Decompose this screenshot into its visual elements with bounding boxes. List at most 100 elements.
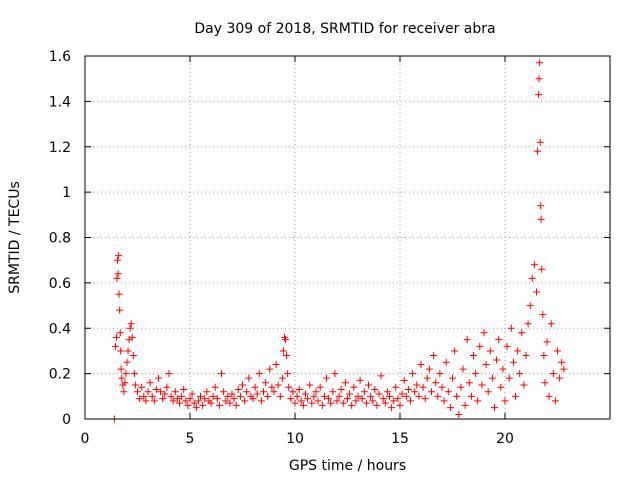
data-point [211, 383, 219, 391]
data-point [220, 388, 228, 396]
data-point [369, 397, 377, 405]
data-point [535, 91, 543, 99]
data-point [253, 390, 261, 398]
tick-labels: 0 5 10 15 20 0 0.2 0.4 0.6 0.8 1 1.2 1.4 1.6 [49, 49, 514, 447]
data-point [404, 386, 412, 394]
data-point [526, 302, 534, 310]
data-point [465, 379, 473, 387]
data-point [341, 379, 349, 387]
data-point [176, 399, 183, 407]
data-point [455, 410, 463, 418]
data-point [323, 374, 330, 382]
data-point [284, 370, 292, 378]
data-point [535, 75, 543, 83]
data-point [165, 370, 173, 378]
data-point [251, 383, 259, 391]
data-point [377, 372, 385, 380]
data-point [232, 401, 240, 409]
x-tick-label: 10 [286, 431, 304, 447]
data-point [461, 401, 469, 409]
y-axis-label: SRMTID / TECUs [7, 181, 23, 294]
data-points [110, 59, 568, 423]
data-point [335, 392, 343, 400]
data-point [115, 290, 123, 298]
data-point [442, 358, 450, 366]
data-point [152, 386, 160, 394]
data-point [339, 399, 347, 407]
data-point [289, 388, 297, 396]
data-point [129, 351, 137, 359]
data-point [260, 388, 267, 396]
data-point [203, 388, 211, 396]
data-point [493, 356, 501, 364]
data-point [392, 383, 400, 391]
data-point [530, 261, 538, 269]
data-point [285, 383, 293, 391]
data-point [142, 397, 150, 405]
data-point [352, 397, 360, 405]
data-point [446, 404, 454, 412]
data-point [536, 138, 544, 146]
data-point [428, 388, 435, 396]
data-point [114, 270, 122, 278]
data-point [556, 374, 564, 382]
data-point [348, 401, 356, 409]
data-point [113, 333, 120, 341]
data-point [126, 324, 134, 332]
data-point [190, 399, 198, 407]
data-point [386, 392, 393, 400]
data-point [127, 320, 135, 328]
data-point [476, 342, 484, 350]
y-tick-label: 1 [62, 185, 71, 201]
data-point [390, 397, 398, 405]
y-tick-label: 0 [62, 412, 71, 428]
data-point [262, 379, 270, 387]
y-tick-label: 0.4 [49, 321, 71, 337]
data-point [354, 392, 362, 400]
data-point [472, 370, 480, 378]
plot-frame [84, 55, 611, 420]
data-point [463, 336, 471, 344]
data-point [245, 374, 253, 382]
data-point [120, 388, 128, 396]
data-point [239, 381, 246, 389]
data-point [407, 397, 414, 405]
data-point [482, 361, 490, 369]
data-point [320, 392, 328, 400]
data-point [274, 381, 282, 389]
data-point [178, 392, 186, 400]
data-point [337, 386, 345, 394]
data-point [310, 392, 318, 400]
data-point [116, 329, 124, 337]
data-point [230, 395, 238, 403]
data-point [124, 347, 132, 355]
data-point [538, 265, 546, 273]
data-point [331, 370, 339, 378]
data-point [207, 399, 215, 407]
y-tick-label: 1.6 [49, 49, 71, 65]
axis-ticks [84, 55, 610, 420]
data-point [534, 147, 542, 155]
data-point [114, 256, 122, 264]
data-point [522, 351, 530, 359]
data-point [423, 374, 431, 382]
data-point [371, 386, 379, 394]
data-point [136, 395, 144, 403]
data-point [554, 347, 561, 355]
data-point [396, 401, 404, 409]
data-point [308, 399, 316, 407]
data-point [282, 336, 290, 344]
data-point [199, 401, 207, 409]
data-point [188, 390, 196, 398]
data-point [144, 388, 152, 396]
data-point [488, 374, 496, 382]
y-tick-label: 1.4 [49, 94, 71, 110]
data-point [146, 379, 154, 387]
data-point [457, 383, 465, 391]
data-point [539, 311, 547, 319]
data-point [467, 392, 475, 400]
data-point [509, 358, 517, 366]
data-point [459, 365, 467, 373]
data-point [398, 390, 406, 398]
data-point [194, 397, 202, 405]
